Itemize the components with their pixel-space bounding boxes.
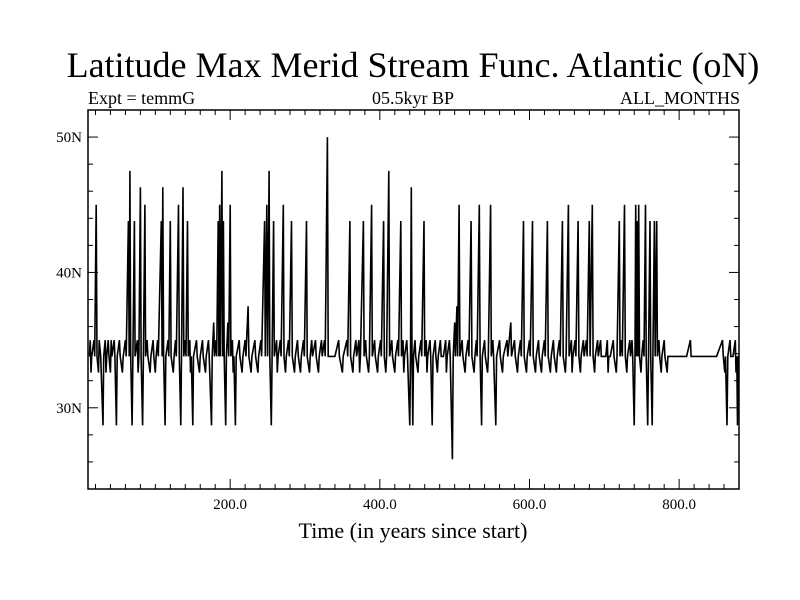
plot-frame xyxy=(87,109,740,490)
y-tick-label: 40N xyxy=(56,265,82,281)
y-tick-label: 50N xyxy=(56,130,82,146)
subtitle-right: ALL_MONTHS xyxy=(620,88,740,108)
subtitle-center: 05.5kyr BP xyxy=(371,88,454,108)
x-tick-label: 800.0 xyxy=(662,497,696,513)
x-axis-label: Time (in years since start) xyxy=(298,518,528,543)
y-tick-label: 30N xyxy=(56,401,82,417)
chart-title: Latitude Max Merid Stream Func. Atlantic… xyxy=(66,45,760,85)
x-tick-label: 400.0 xyxy=(363,497,397,513)
x-tick-label: 600.0 xyxy=(513,497,547,513)
axis-ticks: 200.0 400.0 600.0 800.0 30N 40N 50N xyxy=(56,109,740,513)
series-line-0 xyxy=(88,137,740,460)
chart-marks xyxy=(88,137,740,460)
subtitle-left: Expt = temmG xyxy=(88,88,196,108)
x-tick-label: 200.0 xyxy=(213,497,247,513)
